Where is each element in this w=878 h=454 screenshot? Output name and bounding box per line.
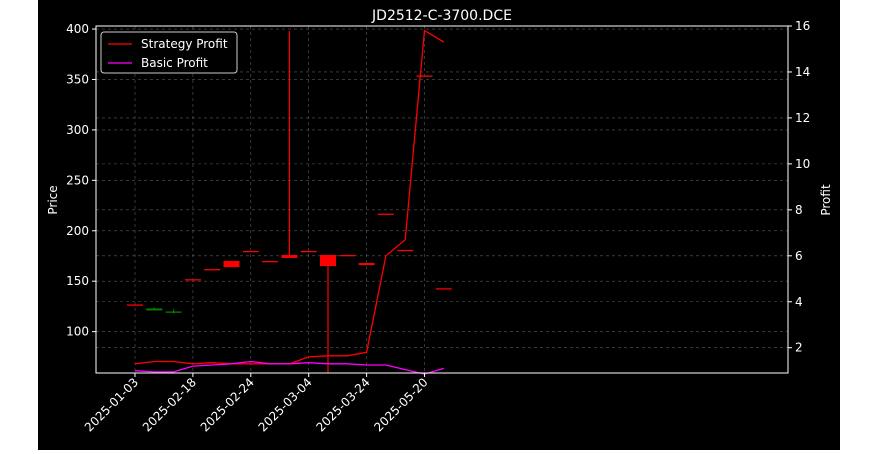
chart-title: JD2512-C-3700.DCE (371, 8, 512, 24)
candle-body-4 (204, 269, 221, 271)
y-left-tick-label-0: 100 (66, 325, 89, 339)
y-axis-left: 100 150 200 250 300 350 400 (66, 22, 96, 339)
y-left-tick-label-3: 250 (66, 173, 89, 187)
candle-body-16 (435, 288, 452, 290)
candle-body-11 (339, 254, 356, 257)
legend-box (100, 31, 238, 74)
candle-body-3 (184, 279, 201, 281)
y-axis-right-label: Profit (819, 184, 833, 216)
legend: Strategy Profit Basic Profit (100, 31, 238, 74)
y-right-tick-label-4: 10 (795, 157, 810, 171)
candle-body-15 (416, 75, 433, 77)
series-line-basic-profit (134, 360, 444, 375)
profit-lines (134, 29, 445, 375)
candle-body-12 (358, 263, 375, 266)
y-right-tick-label-5: 12 (795, 111, 810, 125)
y-right-tick-label-6: 14 (795, 65, 810, 79)
legend-label-basic: Basic Profit (141, 56, 208, 70)
plot-frame (95, 25, 789, 374)
y-right-tick-label-1: 4 (795, 295, 803, 309)
candle-body-2 (165, 311, 182, 313)
legend-label-strategy: Strategy Profit (141, 37, 228, 51)
candle-body-1 (146, 308, 163, 311)
y-axis-right: 2 4 6 8 10 12 14 16 (788, 19, 810, 355)
y-right-tick-label-7: 16 (795, 19, 810, 33)
y-left-tick-label-2: 200 (66, 224, 89, 238)
candle-body-13 (377, 213, 394, 215)
y-right-tick-label-2: 6 (795, 249, 803, 263)
y-right-tick-label-3: 8 (795, 203, 803, 217)
candle-body-10 (320, 254, 336, 267)
y-left-tick-label-5: 350 (66, 72, 89, 86)
candle-body-0 (127, 304, 143, 306)
y-left-tick-label-4: 300 (66, 123, 89, 137)
candle-body-7 (262, 261, 279, 263)
candle-body-5 (223, 261, 240, 268)
y-left-tick-label-1: 150 (66, 274, 89, 288)
y-right-tick-label-0: 2 (795, 341, 803, 355)
candle-body-8 (281, 254, 298, 259)
candle-body-9 (300, 250, 317, 253)
candle-body-6 (242, 250, 259, 253)
candle-body-14 (397, 249, 414, 252)
figure-background (38, 0, 840, 450)
y-left-tick-label-6: 400 (66, 22, 89, 36)
y-axis-left-label: Price (46, 185, 60, 214)
candlesticks (127, 31, 452, 373)
